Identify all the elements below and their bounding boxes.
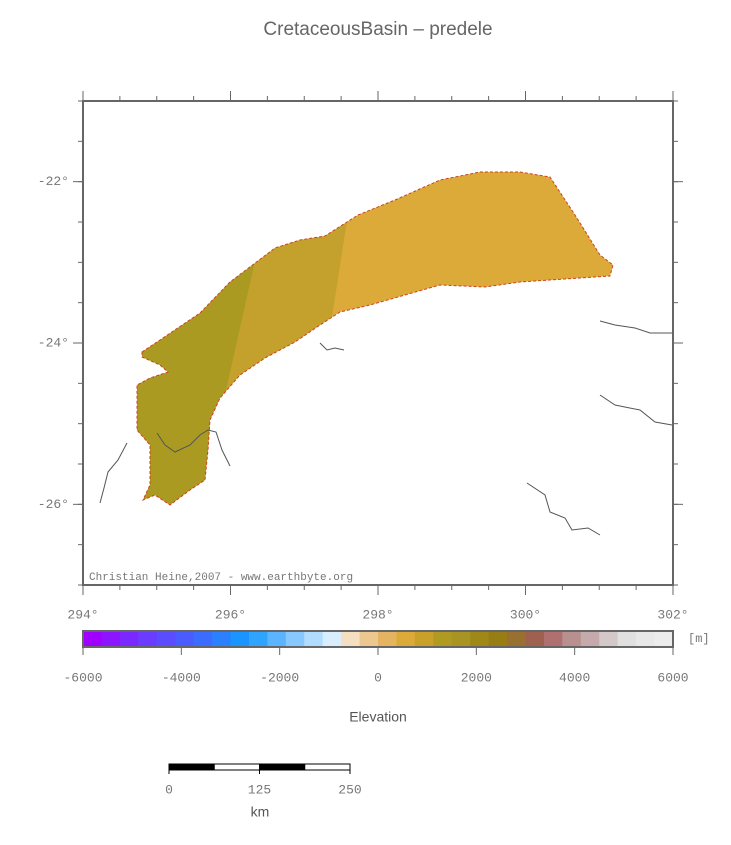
colorbar-segment bbox=[138, 631, 158, 647]
colorbar-segment bbox=[378, 631, 397, 647]
colorbar-segment bbox=[83, 631, 102, 647]
colorbar-segment bbox=[230, 631, 250, 647]
scalebar-unit: km bbox=[251, 804, 270, 820]
x-tick-label: 302° bbox=[657, 607, 688, 622]
colorbar-segment bbox=[654, 631, 674, 647]
basin-outline bbox=[136, 171, 614, 506]
river bbox=[156, 429, 231, 467]
river bbox=[99, 442, 128, 504]
colorbar-segment bbox=[507, 631, 526, 647]
colorbar-segment bbox=[599, 631, 619, 647]
colorbar-tick-label: 2000 bbox=[461, 670, 492, 685]
colorbar-tick-label: 6000 bbox=[657, 670, 688, 685]
colorbar-segment bbox=[193, 631, 213, 647]
colorbar-segment bbox=[562, 631, 582, 647]
colorbar-segment bbox=[267, 631, 287, 647]
river bbox=[319, 342, 345, 351]
colorbar-tick-label: 4000 bbox=[559, 670, 590, 685]
y-tick-label: -24° bbox=[38, 335, 69, 350]
colorbar-segment bbox=[175, 631, 195, 647]
colorbar-segment bbox=[451, 631, 471, 647]
colorbar-tick-label: -4000 bbox=[162, 670, 201, 685]
y-tick-label: -22° bbox=[38, 174, 69, 189]
scalebar-segment bbox=[168, 763, 215, 771]
river bbox=[599, 394, 673, 426]
colorbar-segment bbox=[525, 631, 545, 647]
colorbar-segment bbox=[156, 631, 176, 647]
colorbar-segment bbox=[212, 631, 231, 647]
scalebar-tick-label: 125 bbox=[248, 782, 271, 797]
colorbar-segment bbox=[396, 631, 416, 647]
y-tick-label: -26° bbox=[38, 497, 69, 512]
colorbar-segment bbox=[285, 631, 305, 647]
colorbar-tick-label: 0 bbox=[374, 670, 382, 685]
colorbar-title: Elevation bbox=[349, 709, 407, 725]
colorbar-segment bbox=[488, 631, 508, 647]
x-tick-label: 300° bbox=[510, 607, 541, 622]
colorbar-segment bbox=[433, 631, 453, 647]
colorbar-segment bbox=[101, 631, 121, 647]
x-tick-label: 296° bbox=[215, 607, 246, 622]
colorbar-segment bbox=[359, 631, 379, 647]
colorbar-segment bbox=[119, 631, 139, 647]
scalebar-tick-label: 250 bbox=[338, 782, 361, 797]
credit: Christian Heine,2007 - www.earthbyte.org bbox=[89, 572, 353, 584]
colorbar-segment bbox=[248, 631, 268, 647]
x-tick-label: 294° bbox=[67, 607, 98, 622]
colorbar-tick-label: -6000 bbox=[63, 670, 102, 685]
x-tick-label: 298° bbox=[362, 607, 393, 622]
colorbar-segment bbox=[304, 631, 324, 647]
colorbar-segment bbox=[617, 631, 637, 647]
scalebar-segment bbox=[304, 763, 351, 771]
river bbox=[599, 320, 672, 334]
river bbox=[526, 482, 601, 536]
colorbar-unit: [m] bbox=[688, 632, 710, 646]
colorbar-segment bbox=[636, 631, 656, 647]
colorbar-segment bbox=[341, 631, 361, 647]
colorbar-segment bbox=[543, 631, 563, 647]
colorbar-segment bbox=[470, 631, 490, 647]
colorbar-segment bbox=[414, 631, 434, 647]
colorbar-tick-label: -2000 bbox=[260, 670, 299, 685]
scalebar-segment bbox=[259, 763, 306, 771]
map-title: CretaceousBasin – predele bbox=[263, 19, 492, 40]
rivers bbox=[99, 320, 673, 536]
colorbar-segment bbox=[322, 631, 342, 647]
scalebar-segment bbox=[213, 763, 260, 771]
colorbar-segment bbox=[580, 631, 600, 647]
scalebar-tick-label: 0 bbox=[165, 782, 173, 797]
